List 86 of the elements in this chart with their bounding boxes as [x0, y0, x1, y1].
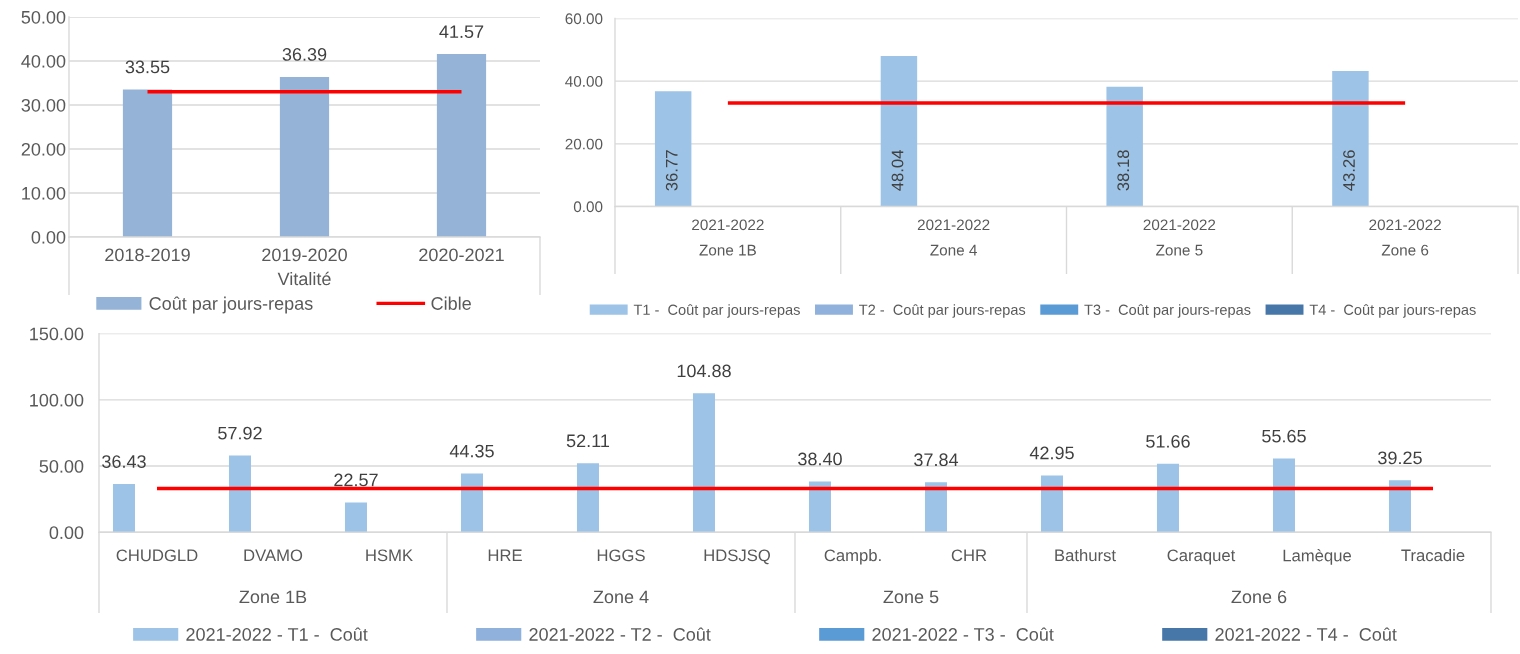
bar — [1106, 86, 1143, 207]
x-tick-label: Lamèque — [1283, 549, 1352, 565]
data-label: 38.40 — [798, 452, 842, 466]
bar — [1040, 475, 1063, 533]
data-label: 36.77 — [665, 150, 678, 191]
data-label: 36.43 — [102, 455, 146, 468]
bar — [654, 91, 692, 207]
x-tick-label: HRE — [488, 549, 522, 562]
bar — [808, 481, 831, 533]
data-label: 51.66 — [1146, 435, 1190, 448]
y-tick-label: 40.00 — [565, 76, 603, 87]
bar — [1388, 480, 1411, 533]
bar — [228, 455, 251, 533]
y-tick-label: 150.00 — [30, 327, 84, 341]
legend-label: T3 - Coût par jours-repas — [1084, 304, 1251, 318]
data-label: 33.55 — [125, 60, 170, 74]
bar — [1272, 458, 1295, 533]
x-tick-label: CHUDGLD — [116, 549, 198, 562]
bar — [1156, 463, 1179, 533]
x-tick-label: 2021-2022 Zone 4 — [917, 219, 990, 256]
legend-label: 2021-2022 - T1 - Coût — [186, 627, 368, 641]
y-tick-label: 0.00 — [49, 526, 84, 540]
bar — [880, 55, 918, 207]
y-tick-label: 60.00 — [565, 13, 603, 25]
data-label: 41.57 — [439, 25, 484, 39]
x-tick-label: HDSJSQ — [704, 549, 770, 565]
y-tick-label: 40.00 — [21, 54, 66, 68]
data-label: 104.88 — [677, 364, 731, 378]
y-tick-label: 0.00 — [31, 230, 66, 244]
bar — [122, 89, 173, 237]
x-tick-label: 2020-2021 — [419, 248, 504, 262]
data-label: 43.26 — [1343, 150, 1355, 191]
bar — [692, 393, 715, 533]
x-tick-label: DVAMO — [244, 549, 303, 562]
data-label: 44.35 — [449, 444, 494, 458]
bar — [344, 502, 367, 533]
data-label: 37.84 — [914, 453, 959, 467]
x-tick-label: 2021-2022 Zone 1B — [692, 219, 764, 256]
x-tick-label: 2018-2019 — [105, 248, 190, 262]
data-label: 48.04 — [891, 150, 904, 191]
data-label: 22.57 — [334, 473, 378, 487]
y-tick-label: 20.00 — [565, 138, 603, 150]
text: Zone 1B — [239, 590, 307, 604]
bar — [460, 473, 483, 533]
y-tick-label: 20.00 — [21, 142, 66, 156]
x-tick-label: 2021-2022 Zone 6 — [1369, 219, 1441, 256]
bar — [1332, 70, 1369, 207]
y-tick-label: 0.00 — [573, 201, 603, 213]
bar — [279, 76, 330, 237]
bar — [112, 484, 135, 533]
x-tick-label: HSMK — [366, 549, 413, 562]
legend-label: Coût par jours-repas — [149, 296, 313, 314]
text: Zone 4 — [593, 590, 649, 604]
x-tick-label: CHR — [951, 549, 987, 562]
legend-label: T2 - Coût par jours-repas — [859, 304, 1026, 318]
data-label: 39.25 — [1378, 451, 1422, 465]
y-tick-label: 100.00 — [30, 393, 84, 407]
y-tick-label: 50.00 — [21, 10, 66, 24]
x-tick-label: Tracadie — [1401, 549, 1465, 562]
x-tick-label: 2019-2020 — [262, 248, 347, 262]
legend-label: Cible — [431, 296, 471, 310]
x-tick-label: Bathurst — [1055, 549, 1116, 562]
bar — [924, 482, 947, 533]
text: Zone 5 — [883, 590, 939, 604]
legend-label: 2021-2022 - T3 - Coût — [872, 627, 1054, 641]
legend-label: T1 - Coût par jours-repas — [633, 304, 800, 318]
y-tick-label: 30.00 — [21, 98, 66, 112]
data-label: 38.18 — [1117, 150, 1130, 191]
data-label: 52.11 — [566, 434, 610, 448]
x-tick-label: 2021-2022 Zone 5 — [1143, 219, 1216, 256]
data-label: 57.92 — [218, 426, 262, 440]
data-label: 42.95 — [1029, 446, 1074, 460]
x-tick-label: Campb. — [824, 549, 881, 565]
y-tick-label: 50.00 — [39, 460, 84, 473]
legend-label: 2021-2022 - T2 - Coût — [529, 627, 711, 641]
legend-label: T4 - Coût par jours-repas — [1309, 304, 1476, 318]
data-label: 55.65 — [1262, 429, 1306, 443]
bar — [436, 54, 487, 237]
legend-label: 2021-2022 - T4 - Coût — [1215, 627, 1397, 641]
x-tick-label: Caraquet — [1167, 549, 1236, 565]
data-label: 36.39 — [282, 48, 327, 61]
x-tick-label: HGGS — [597, 549, 645, 562]
text: Zone 6 — [1231, 590, 1287, 604]
x-axis-title: Vitalité — [277, 271, 331, 286]
bar — [576, 463, 599, 533]
y-tick-label: 10.00 — [22, 186, 66, 200]
